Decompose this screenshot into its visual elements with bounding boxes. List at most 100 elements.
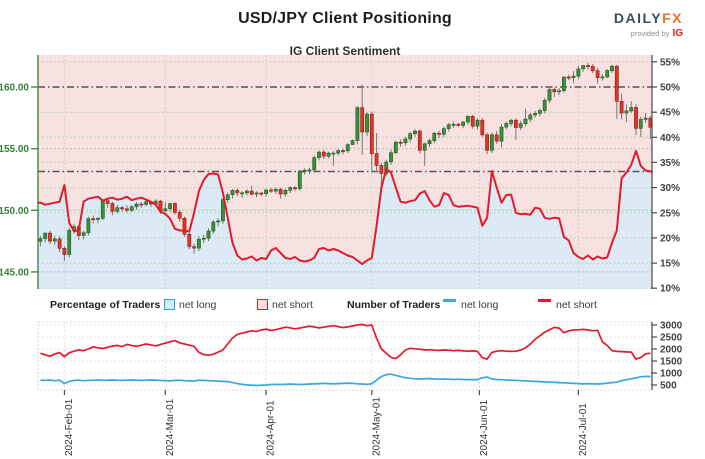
legend-num-net-short-label: net short — [556, 299, 597, 311]
legend-pct-net-long-label: net long — [179, 299, 217, 311]
candle — [513, 119, 518, 128]
candle — [533, 113, 538, 116]
date-tick-label: 2024-Jun-01 — [479, 399, 490, 456]
candle — [542, 99, 547, 111]
date-tick-label: 2024-Mar-01 — [165, 398, 176, 456]
candle — [595, 70, 600, 78]
candle — [509, 119, 514, 124]
candle — [365, 113, 369, 133]
candle — [312, 157, 317, 171]
legend-num-net-long-label: net long — [461, 299, 499, 311]
candle — [379, 165, 384, 174]
candle — [586, 65, 590, 67]
candle — [48, 232, 52, 242]
candle — [624, 110, 629, 114]
candle — [230, 190, 235, 195]
price-tick-label: 145.00 — [0, 267, 29, 278]
candle — [57, 238, 62, 249]
candle — [518, 123, 523, 128]
pct-tick-label: 20% — [660, 233, 680, 244]
candle — [115, 207, 120, 212]
candle — [216, 220, 221, 223]
candle — [557, 90, 562, 93]
candle — [614, 65, 619, 102]
provided-by-text: provided by — [630, 29, 670, 38]
candle — [317, 151, 321, 158]
candle — [494, 134, 499, 142]
candle — [456, 123, 461, 126]
price-tick-label: 155.00 — [0, 144, 29, 155]
candle — [451, 123, 456, 126]
date-tick-label: 2024-Jul-01 — [578, 403, 589, 456]
candle — [235, 190, 240, 194]
candle — [634, 107, 638, 129]
dailyfx-wordmark: DAILYFX — [614, 10, 683, 26]
candle — [638, 119, 643, 129]
pct-tick-label: 40% — [660, 133, 680, 144]
candle — [43, 232, 48, 239]
candle — [345, 144, 350, 152]
candle — [120, 207, 125, 210]
candle — [446, 124, 451, 129]
right-pct-axis: 55% 50% 45% 40% 35% 30% 25% 20% 15% 10% — [651, 55, 680, 295]
pct-tick-label: 15% — [660, 259, 680, 270]
date-tick-label: 2024-Feb-01 — [64, 398, 75, 456]
candle — [605, 70, 610, 78]
candle — [336, 150, 341, 154]
candle — [144, 201, 149, 205]
candle — [38, 238, 43, 242]
net-short-line-swatch — [538, 299, 551, 302]
left-price-axis: 160.00 155.00 150.00 145.00 — [0, 55, 39, 289]
candle — [341, 150, 345, 153]
price-tick-label: 150.00 — [0, 206, 29, 217]
sentiment-line — [37, 149, 653, 266]
candle — [297, 170, 302, 189]
candle — [302, 169, 307, 172]
candle — [331, 152, 336, 155]
candle — [125, 208, 129, 211]
candle — [408, 133, 413, 140]
candle — [432, 132, 437, 141]
candle — [168, 203, 173, 210]
candle — [273, 189, 278, 192]
candle — [504, 123, 509, 128]
candle — [240, 192, 245, 195]
candle — [52, 238, 57, 242]
candle — [547, 89, 552, 101]
candle — [499, 126, 504, 142]
candle — [619, 101, 624, 114]
count-tick-label: 3000 — [660, 321, 683, 332]
ig-logo: IG — [672, 28, 683, 39]
reference-lines — [38, 86, 652, 173]
candle — [62, 248, 67, 255]
candle — [427, 140, 432, 145]
candle — [254, 192, 259, 195]
chart-subtitle: IG Client Sentiment — [289, 44, 401, 58]
price-tick-label: 160.00 — [0, 83, 29, 94]
net-long-count-line — [40, 373, 651, 387]
count-tick-label: 2000 — [660, 345, 683, 356]
candle — [105, 200, 110, 204]
candle — [321, 151, 326, 157]
date-tick-label: 2024-May-01 — [371, 397, 382, 456]
candle — [139, 203, 144, 206]
candle — [110, 203, 115, 212]
candle — [422, 143, 427, 151]
candle — [403, 138, 408, 144]
count-tick-label: 1000 — [660, 369, 683, 380]
candle — [465, 116, 470, 123]
candle — [288, 187, 293, 191]
candle — [96, 218, 100, 220]
candle — [283, 190, 288, 195]
count-tick-label: 2500 — [660, 333, 683, 344]
candle — [249, 190, 254, 195]
date-axis: 2024-Feb-01 2024-Mar-01 2024-Apr-01 2024-Ma… — [63, 390, 589, 456]
net-long-pct-line — [37, 149, 653, 266]
candle — [264, 189, 269, 195]
candle — [629, 107, 634, 112]
candle — [523, 118, 528, 124]
count-tick-label: 500 — [660, 381, 677, 392]
candle — [643, 117, 648, 120]
